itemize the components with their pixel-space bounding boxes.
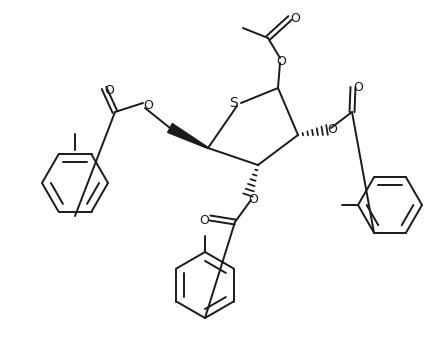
Text: O: O (143, 99, 153, 111)
Text: O: O (248, 193, 258, 206)
Text: O: O (276, 55, 286, 68)
Text: O: O (327, 122, 337, 136)
Text: S: S (229, 96, 237, 110)
Text: O: O (353, 80, 363, 93)
Text: O: O (199, 215, 209, 227)
Text: O: O (290, 11, 300, 24)
Polygon shape (168, 124, 208, 148)
Text: O: O (104, 83, 114, 97)
